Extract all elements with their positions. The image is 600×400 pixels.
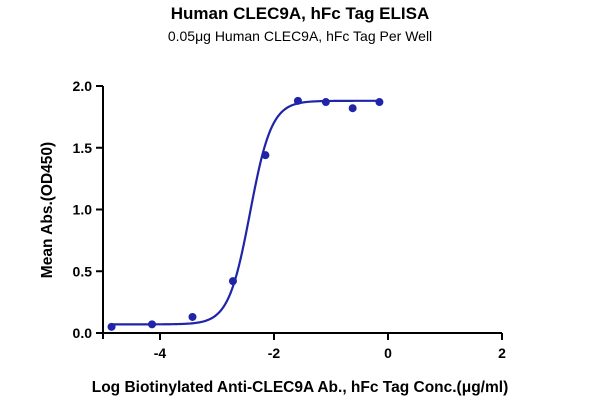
x-tick-label: 0 (384, 345, 392, 361)
data-point (375, 98, 384, 107)
y-tick-label: 0.5 (73, 263, 93, 279)
y-tick-label: 2.0 (73, 78, 93, 94)
chart-subtitle: 0.05μg Human CLEC9A, hFc Tag Per Well (168, 28, 432, 44)
y-axis-label: Mean Abs.(OD450) (39, 142, 56, 278)
y-tick-label: 0.0 (73, 325, 93, 341)
fit-curve (111, 99, 380, 326)
x-axis-label: Log Biotinylated Anti-CLEC9A Ab., hFc Ta… (92, 379, 508, 396)
data-point (293, 96, 302, 105)
x-tick-label: 2 (498, 345, 506, 361)
data-point (348, 104, 357, 113)
plot-area: 0.0 0.5 1.0 1.5 2.0 -4 -2 0 2 (73, 78, 507, 361)
y-tick-label: 1.0 (73, 202, 93, 218)
data-point (148, 320, 157, 329)
x-tick-label: -2 (268, 345, 281, 361)
data-point (107, 322, 116, 331)
y-tick-label: 1.5 (73, 140, 93, 156)
data-point (188, 312, 197, 321)
chart-title: Human CLEC9A, hFc Tag ELISA (171, 4, 430, 23)
data-point (228, 277, 237, 286)
x-tick-label: -4 (154, 345, 167, 361)
data-point (261, 151, 270, 160)
data-point (321, 98, 330, 107)
